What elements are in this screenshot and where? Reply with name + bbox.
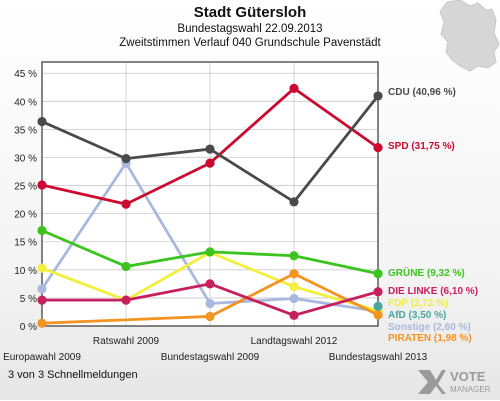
data-point (121, 199, 131, 209)
x-tick-label: Bundestagswahl 2009 (161, 352, 260, 363)
data-point (289, 251, 299, 261)
data-point (289, 269, 299, 279)
data-point (37, 180, 47, 190)
footer-note: 3 von 3 Schnellmeldungen (8, 369, 138, 381)
chart-subtitle: Bundestagswahl 22.09.2013 (177, 23, 323, 35)
series-end-label: GRÜNE (9,32 %) (388, 266, 465, 279)
y-tick-label: 5 % (20, 294, 37, 305)
data-point (373, 310, 383, 320)
data-point (289, 310, 299, 320)
y-tick-label: 15 % (14, 238, 37, 249)
series-end-label: AfD (3,50 %) (388, 310, 446, 321)
y-tick-label: 25 % (14, 182, 37, 193)
data-point (205, 311, 215, 322)
series-end-label: Sonstige (2,60 %) (388, 322, 471, 333)
data-point (205, 158, 215, 168)
plot-area: 0 % 5 % 10 % 15 % 20 % 25 % 30 % 35 % 40 % 45 % Eu… (3, 61, 478, 363)
y-tick-label: 10 % (14, 266, 37, 277)
data-point (289, 293, 299, 304)
data-point (373, 143, 383, 153)
y-tick-label: 35 % (14, 125, 37, 136)
vote-manager-logo: VOTE MANAGER (416, 366, 494, 401)
data-point (37, 295, 47, 305)
chart-header: Stadt Gütersloh Bundestagswahl 22.09.201… (0, 4, 500, 50)
x-tick-label: Europawahl 2009 (3, 352, 81, 363)
y-tick-label: 0 % (20, 322, 37, 333)
data-point (205, 247, 215, 257)
data-point (37, 318, 47, 328)
data-point (289, 197, 299, 207)
x-tick-label: Ratswahl 2009 (93, 336, 160, 347)
germany-map-icon (439, 0, 500, 72)
data-point (289, 282, 299, 292)
y-tick-label: 20 % (14, 210, 37, 221)
chart-title: Stadt Gütersloh (193, 4, 307, 21)
brand-tag: MANAGER (450, 385, 491, 394)
data-point (121, 154, 131, 164)
data-point (37, 225, 47, 236)
y-tick-label: 30 % (14, 153, 37, 164)
data-point (373, 287, 383, 297)
data-point (37, 263, 47, 273)
data-point (289, 83, 299, 93)
data-point (37, 116, 47, 127)
series-end-label: CDU (40,96 %) (388, 87, 456, 98)
y-tick-label: 40 % (14, 97, 37, 108)
data-point (205, 279, 215, 289)
data-point (205, 298, 215, 309)
series-end-label: SPD (31,75 %) (388, 141, 455, 152)
series-end-label: DIE LINKE (6,10 %) (388, 286, 478, 297)
data-point (121, 261, 131, 272)
data-point (373, 269, 383, 279)
x-tick-label: Landtagswahl 2012 (251, 336, 338, 347)
data-point (205, 144, 215, 154)
series-end-label: FDP (2,72 %) (388, 298, 448, 309)
plot-frame (41, 61, 379, 327)
x-tick-label: Bundestagswahl 2013 (329, 352, 428, 363)
chart-subtitle-2: Zweitstimmen Verlauf 040 Grundschule Pav… (119, 37, 381, 49)
data-point (373, 301, 383, 311)
series-line (40, 272, 380, 325)
brand-name: VOTE (450, 369, 486, 384)
y-tick-label: 45 % (14, 69, 37, 80)
data-point (121, 295, 131, 305)
series-end-label: PIRATEN (1,98 %) (388, 333, 472, 344)
data-point (373, 91, 383, 101)
data-point (37, 284, 47, 294)
